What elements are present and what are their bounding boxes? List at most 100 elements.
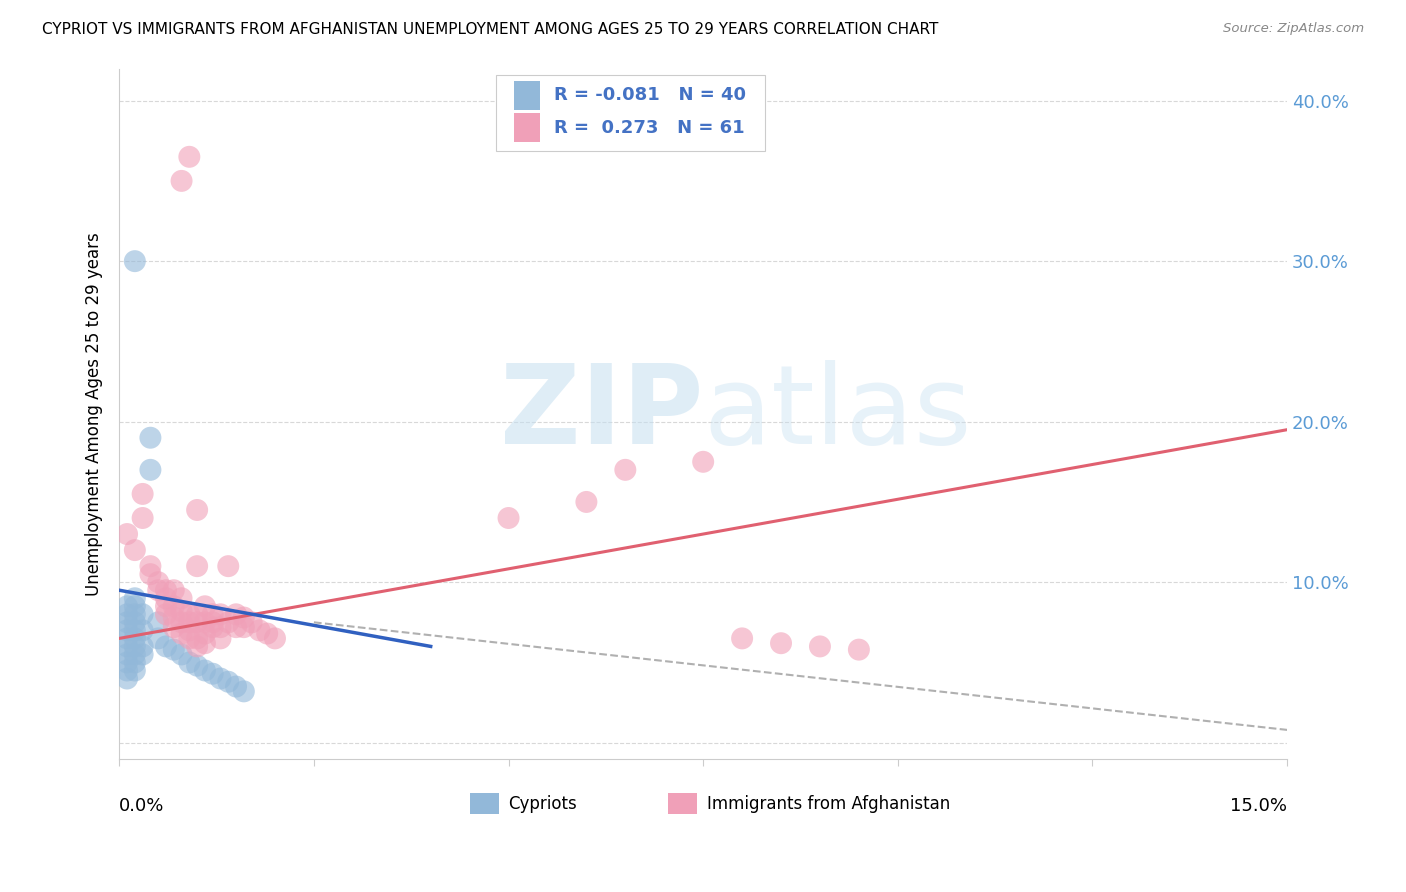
Point <box>124 591 146 606</box>
Point <box>225 620 247 634</box>
Point <box>179 632 201 646</box>
Text: Immigrants from Afghanistan: Immigrants from Afghanistan <box>707 796 950 814</box>
Point <box>115 672 138 686</box>
Point <box>692 455 714 469</box>
Point <box>155 599 177 614</box>
Point <box>163 642 186 657</box>
Text: Cypriots: Cypriots <box>508 796 576 814</box>
Point <box>179 150 201 164</box>
Point <box>155 591 177 606</box>
Point <box>769 636 792 650</box>
Point <box>217 615 239 630</box>
Point <box>498 511 520 525</box>
Point <box>201 615 224 630</box>
Text: Source: ZipAtlas.com: Source: ZipAtlas.com <box>1223 22 1364 36</box>
FancyBboxPatch shape <box>496 76 765 152</box>
Point <box>848 642 870 657</box>
Point <box>731 632 754 646</box>
Point <box>201 666 224 681</box>
Point <box>194 615 217 630</box>
Point <box>194 636 217 650</box>
Point <box>186 640 208 654</box>
Point <box>179 656 201 670</box>
Point <box>155 607 177 622</box>
Point <box>249 624 271 638</box>
Point <box>256 626 278 640</box>
Point <box>170 615 193 630</box>
Point <box>148 575 170 590</box>
Point <box>217 559 239 574</box>
Point <box>179 607 201 622</box>
Point <box>217 674 239 689</box>
FancyBboxPatch shape <box>515 81 540 110</box>
Point <box>115 656 138 670</box>
Point <box>131 487 153 501</box>
Point <box>139 463 162 477</box>
Point <box>163 610 186 624</box>
Point <box>240 615 263 630</box>
Point <box>194 626 217 640</box>
Point <box>124 632 146 646</box>
Y-axis label: Unemployment Among Ages 25 to 29 years: Unemployment Among Ages 25 to 29 years <box>86 232 103 596</box>
Point <box>186 632 208 646</box>
Point <box>209 672 232 686</box>
Point <box>225 607 247 622</box>
Point <box>148 632 170 646</box>
Point <box>225 680 247 694</box>
Point <box>209 632 232 646</box>
Text: R =  0.273   N = 61: R = 0.273 N = 61 <box>554 119 744 136</box>
Text: CYPRIOT VS IMMIGRANTS FROM AFGHANISTAN UNEMPLOYMENT AMONG AGES 25 TO 29 YEARS CO: CYPRIOT VS IMMIGRANTS FROM AFGHANISTAN U… <box>42 22 939 37</box>
Point <box>170 604 193 618</box>
Point <box>209 607 232 622</box>
Point <box>232 610 254 624</box>
Point <box>139 559 162 574</box>
Point <box>264 632 287 646</box>
Point <box>179 615 201 630</box>
Point <box>115 599 138 614</box>
Point <box>163 583 186 598</box>
Point <box>186 658 208 673</box>
Point <box>131 640 153 654</box>
Point <box>115 527 138 541</box>
Point <box>194 664 217 678</box>
Point <box>115 664 138 678</box>
Point <box>139 567 162 582</box>
Point <box>155 583 177 598</box>
Point <box>194 599 217 614</box>
Point <box>808 640 831 654</box>
Text: 15.0%: 15.0% <box>1230 797 1286 814</box>
Point <box>179 624 201 638</box>
Point <box>186 607 208 622</box>
Point <box>115 624 138 638</box>
Point <box>124 615 146 630</box>
Point <box>201 607 224 622</box>
Point <box>124 640 146 654</box>
Point <box>139 431 162 445</box>
FancyBboxPatch shape <box>470 793 499 814</box>
Point <box>131 607 153 622</box>
Point <box>124 599 146 614</box>
Point <box>186 559 208 574</box>
Point <box>575 495 598 509</box>
FancyBboxPatch shape <box>668 793 697 814</box>
Point <box>209 620 232 634</box>
Point <box>124 624 146 638</box>
Point <box>170 174 193 188</box>
Point <box>170 648 193 662</box>
Text: R = -0.081   N = 40: R = -0.081 N = 40 <box>554 87 745 104</box>
Point <box>124 607 146 622</box>
Point <box>115 607 138 622</box>
Point <box>124 664 146 678</box>
Point <box>232 684 254 698</box>
Text: atlas: atlas <box>703 360 972 467</box>
Point <box>131 624 153 638</box>
Point <box>201 620 224 634</box>
Text: ZIP: ZIP <box>499 360 703 467</box>
Point <box>614 463 637 477</box>
Point <box>148 615 170 630</box>
Point <box>148 583 170 598</box>
Point <box>124 254 146 268</box>
Point <box>115 632 138 646</box>
Point <box>170 626 193 640</box>
Point <box>186 615 208 630</box>
